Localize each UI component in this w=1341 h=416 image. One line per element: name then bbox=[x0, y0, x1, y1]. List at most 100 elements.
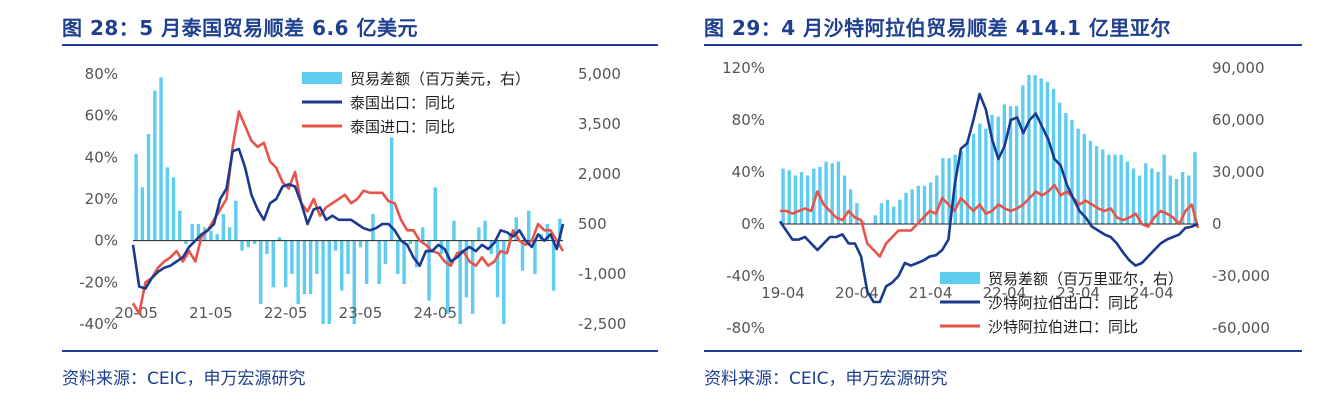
trade-balance-bar bbox=[302, 240, 307, 294]
trade-balance-bar bbox=[190, 224, 194, 241]
x-tick-label: 21-05 bbox=[189, 304, 233, 322]
right-axis-tick-label: 90,000 bbox=[1212, 59, 1265, 77]
trade-balance-bar bbox=[433, 187, 437, 241]
trade-balance-bar bbox=[215, 234, 219, 241]
trade-balance-bar bbox=[1131, 168, 1136, 224]
trade-balance-bar bbox=[358, 240, 363, 248]
trade-balance-bar bbox=[377, 240, 381, 284]
x-tick-label: 22-05 bbox=[264, 304, 308, 322]
trade-balance-bar bbox=[916, 185, 920, 224]
trade-balance-bar bbox=[271, 240, 275, 288]
trade-balance-bar bbox=[140, 187, 145, 241]
x-tick-label: 23-05 bbox=[339, 304, 383, 322]
trade-balance-bar bbox=[209, 230, 213, 241]
trade-balance-bar bbox=[990, 114, 994, 224]
trade-balance-bar bbox=[234, 200, 238, 241]
right-axis-tick-label: 5,000 bbox=[578, 65, 621, 83]
trade-balance-bar bbox=[558, 218, 562, 241]
trade-balance-bar bbox=[265, 240, 269, 254]
legend-label: 沙特阿拉伯进口：同比 bbox=[988, 318, 1138, 336]
trade-balance-bar bbox=[259, 240, 263, 304]
trade-balance-bar bbox=[178, 210, 182, 241]
trade-balance-bar bbox=[396, 240, 400, 274]
trade-balance-bar bbox=[898, 199, 902, 224]
trade-balance-bar bbox=[984, 128, 988, 224]
figure-title: 图 28：5 月泰国贸易顺差 6.6 亿美元 bbox=[62, 16, 419, 40]
right-axis-tick-label: -60,000 bbox=[1212, 319, 1270, 337]
trade-balance-bar bbox=[793, 175, 798, 224]
right-axis-tick-label: 0 bbox=[1212, 215, 1222, 233]
trade-balance-bar bbox=[1076, 128, 1080, 224]
trade-balance-bar bbox=[364, 240, 369, 284]
bottom-rule bbox=[62, 350, 658, 352]
left-axis-tick-label: -80% bbox=[726, 319, 765, 337]
legend-label: 泰国出口：同比 bbox=[350, 94, 455, 112]
trade-balance-bar bbox=[389, 137, 394, 241]
trade-balance-bar bbox=[333, 240, 338, 251]
trade-balance-bar bbox=[1039, 78, 1043, 225]
trade-balance-bar bbox=[477, 227, 481, 241]
trade-balance-bar bbox=[1082, 133, 1086, 224]
left-axis-tick-label: 120% bbox=[722, 59, 765, 77]
trade-balance-bar bbox=[383, 240, 388, 264]
right-axis-tick-label: 3,500 bbox=[578, 115, 621, 133]
bottom-rule bbox=[704, 350, 1302, 352]
trade-balance-bar bbox=[1070, 120, 1074, 224]
trade-balance-bar bbox=[885, 199, 890, 224]
trade-balance-bar bbox=[805, 175, 810, 224]
trade-balance-bar bbox=[464, 240, 469, 298]
trade-balance-bar bbox=[830, 163, 834, 224]
left-axis-tick-label: 40% bbox=[85, 148, 118, 166]
trade-balance-bar bbox=[1193, 152, 1197, 224]
trade-balance-bar bbox=[308, 240, 313, 294]
right-axis-tick-label: 2,000 bbox=[578, 165, 621, 183]
trade-balance-bar bbox=[1094, 146, 1099, 224]
right-axis-tick-label: 30,000 bbox=[1212, 163, 1265, 181]
left-axis-tick-label: 80% bbox=[732, 111, 765, 129]
trade-balance-bar bbox=[184, 240, 188, 244]
trade-balance-bar bbox=[134, 154, 138, 241]
left-axis-tick-label: 40% bbox=[732, 163, 765, 181]
trade-balance-bar bbox=[146, 134, 151, 241]
x-tick-label: 21-04 bbox=[909, 284, 953, 302]
right-axis-tick-label: -2,500 bbox=[578, 315, 626, 333]
trade-balance-bar bbox=[445, 240, 450, 314]
trade-balance-bar bbox=[1119, 154, 1123, 224]
trade-balance-bar bbox=[352, 240, 356, 324]
trade-balance-bar bbox=[502, 240, 506, 324]
source-note: 资料来源：CEIC，申万宏源研究 bbox=[62, 369, 306, 389]
x-tick-label: 19-04 bbox=[761, 284, 805, 302]
trade-balance-bar bbox=[904, 192, 908, 224]
x-tick-label: 24-04 bbox=[1130, 284, 1174, 302]
trade-balance-bar bbox=[1125, 161, 1129, 224]
trade-balance-bar bbox=[1045, 81, 1050, 224]
trade-balance-bar bbox=[1137, 175, 1142, 224]
trade-balance-bar bbox=[545, 224, 550, 241]
trade-balance-bar bbox=[520, 240, 525, 271]
trade-balance-bar bbox=[1113, 154, 1117, 224]
trade-balance-bar bbox=[495, 240, 500, 298]
trade-balance-bar bbox=[1150, 168, 1154, 224]
trade-balance-bar bbox=[527, 210, 531, 241]
trade-balance-bar bbox=[1064, 113, 1068, 224]
chart-saudi-trade: 120% 80% 40% 0% -40% -80% 90,000 60,000 30,000 0 -… bbox=[722, 59, 1270, 337]
trade-balance-bar bbox=[996, 116, 1000, 224]
left-axis-tick-label: 80% bbox=[85, 65, 118, 83]
trade-balance-bar bbox=[1027, 74, 1031, 224]
trade-balance-bar bbox=[290, 240, 294, 274]
legend-label: 泰国进口：同比 bbox=[350, 118, 455, 136]
left-axis-tick-label: 0% bbox=[94, 232, 118, 250]
left-axis-tick-label: 60% bbox=[85, 107, 118, 125]
trade-balance-bar bbox=[892, 206, 896, 224]
title-rule bbox=[62, 44, 658, 46]
trade-balance-bar bbox=[1144, 163, 1148, 224]
trade-balance-bar bbox=[812, 168, 816, 224]
figure-29: 图 29：4 月沙特阿拉伯贸易顺差 414.1 亿里亚尔 120% 80% 40% 0… bbox=[670, 0, 1341, 416]
trade-balance-bar bbox=[935, 175, 939, 224]
trade-balance-bar bbox=[427, 240, 431, 301]
trade-balance-bar bbox=[836, 161, 841, 224]
trade-balance-bar bbox=[296, 240, 300, 304]
trade-balance-bar bbox=[1088, 140, 1093, 224]
source-note: 资料来源：CEIC，申万宏源研究 bbox=[704, 369, 948, 389]
trade-balance-bar bbox=[483, 220, 487, 241]
